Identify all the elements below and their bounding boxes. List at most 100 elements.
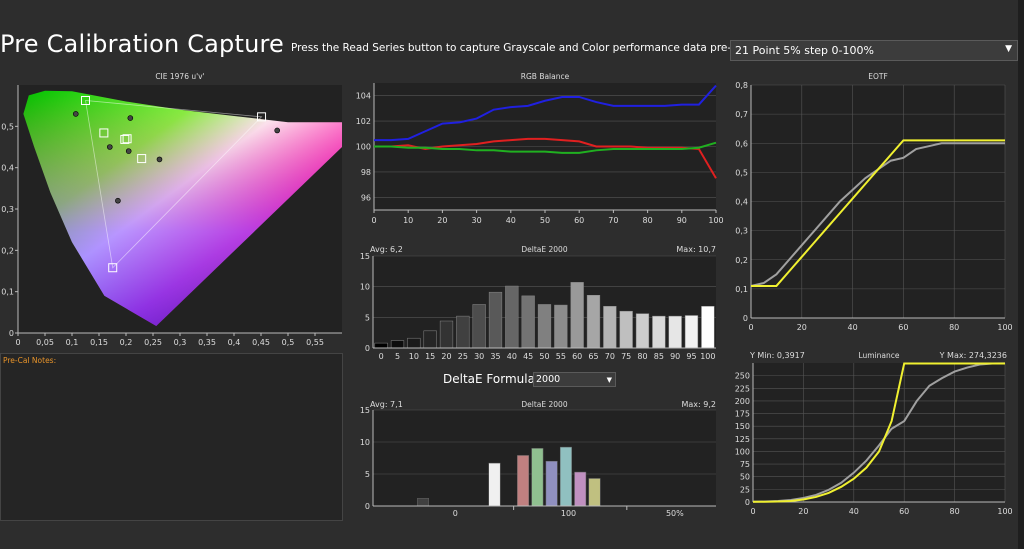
cie-x-tick-label: 0,45 <box>252 338 270 347</box>
cie-gamut-triangle <box>85 100 263 269</box>
rgb-series-line <box>374 84 717 142</box>
de1-bar <box>456 315 470 349</box>
lum-y-tick-label: 100 <box>735 447 750 456</box>
rgb-y-tick-label: 100 <box>356 143 371 152</box>
cie-y-tick-label: 0,3 <box>1 205 14 214</box>
cie-target-point <box>257 112 267 122</box>
eotf-x-tick-label: 100 <box>997 323 1012 332</box>
de1-bar <box>619 310 633 349</box>
cie-target-point <box>122 134 132 144</box>
cie-y-tick-label: 0,5 <box>1 122 14 131</box>
series-select[interactable]: 21 Point 5% step 0-100% ▼ <box>730 40 1018 61</box>
eotf-y-tick-label: 0 <box>743 314 748 323</box>
chevron-down-icon: ▼ <box>606 376 612 384</box>
de1-x-tick-label: 60 <box>572 352 582 361</box>
de1-bar <box>472 304 486 349</box>
de1-bar <box>603 306 617 349</box>
cie-x-tick-label: 0,35 <box>198 338 216 347</box>
cie-x-tick-label: 0,2 <box>120 338 133 347</box>
cie-chart-title: CIE 1976 u'v' <box>155 72 204 81</box>
de1-x-tick-label: 55 <box>556 352 566 361</box>
de1-bar <box>505 285 519 349</box>
de1-x-tick-label: 90 <box>670 352 680 361</box>
de2-plot-area <box>373 410 716 506</box>
cie-target-point <box>81 96 90 105</box>
luminance-chart: Luminance 0 25 50 75 100 125 150 175 200 225 250 0 20… <box>735 351 1013 516</box>
rgb-balance-chart: RGB Balance 96 98 100 102 104 0 10 20 30 40 50 60 70 8… <box>356 72 723 225</box>
de2-x-tick-label: 0 <box>453 509 458 518</box>
eotf-y-tick-label: 0,4 <box>735 198 748 207</box>
rgb-y-tick-label: 104 <box>356 92 371 101</box>
lum-y-tick-label: 175 <box>735 410 750 419</box>
pre-cal-notes[interactable]: Pre-Cal Notes: <box>0 353 343 521</box>
lum-series-line <box>752 362 1005 503</box>
eotf-y-tick-label: 0,5 <box>735 168 748 177</box>
cie-measured-point <box>156 156 163 163</box>
de1-max-label: Max: 10,7 <box>676 245 716 254</box>
de1-y-tick-label: 10 <box>360 283 370 292</box>
cie-y-tick-label: 0,4 <box>1 164 14 173</box>
de2-bar <box>488 462 501 507</box>
deltae-formula-select[interactable]: 2000 ▼ <box>533 372 616 387</box>
lum-ymin-label: Y Min: 0,3917 <box>749 351 805 360</box>
instruction-text: Press the Read Series button to capture … <box>291 42 791 54</box>
de2-max-label: Max: 9,2 <box>682 400 717 409</box>
de1-bar <box>701 306 715 349</box>
lum-x-tick-label: 40 <box>849 507 859 516</box>
eotf-chart-title: EOTF <box>868 72 888 81</box>
de2-bar <box>588 478 601 507</box>
rgb-y-tick-label: 98 <box>361 168 371 177</box>
cie-measured-point <box>115 197 121 204</box>
rgb-x-tick-label: 80 <box>643 216 653 225</box>
pre-cal-notes-label: Pre-Cal Notes: <box>3 356 57 365</box>
lum-x-tick-label: 0 <box>750 507 755 516</box>
cie-target-point <box>120 134 130 144</box>
rgb-x-tick-label: 70 <box>608 216 618 225</box>
de2-x-tick-label: 50% <box>666 509 684 518</box>
de1-x-tick-label: 40 <box>507 352 517 361</box>
cie-measured-point <box>274 127 281 134</box>
de1-x-tick-label: 35 <box>490 352 500 361</box>
eotf-series-line <box>751 139 1005 287</box>
de1-bar <box>586 295 601 349</box>
lum-y-tick-label: 200 <box>735 397 750 406</box>
lum-series-line <box>752 362 1006 503</box>
de1-y-tick-label: 5 <box>365 313 370 322</box>
lum-y-tick-label: 50 <box>740 473 750 482</box>
lum-y-tick-label: 150 <box>735 422 750 431</box>
cie-target-point <box>137 154 147 164</box>
de1-x-tick-label: 5 <box>395 352 400 361</box>
lum-y-tick-label: 125 <box>735 435 750 444</box>
de1-x-tick-label: 80 <box>637 352 647 361</box>
cie-target-point <box>108 263 118 273</box>
de2-y-tick-label: 15 <box>360 406 370 415</box>
de1-x-tick-label: 10 <box>409 352 419 361</box>
de1-bar <box>684 315 699 349</box>
de1-x-tick-label: 30 <box>474 352 484 361</box>
de1-bar <box>439 320 454 349</box>
lum-y-tick-label: 25 <box>740 485 750 494</box>
de1-x-tick-label: 15 <box>425 352 435 361</box>
cie-y-tick-label: 0,2 <box>1 246 14 255</box>
window-edge <box>1018 0 1024 549</box>
rgb-y-tick-label: 96 <box>361 193 371 202</box>
de2-x-tick-label: 100 <box>561 509 576 518</box>
eotf-x-tick-label: 20 <box>797 323 807 332</box>
eotf-x-tick-label: 40 <box>848 323 858 332</box>
de1-bar <box>554 304 568 349</box>
de1-y-tick-label: 15 <box>360 252 370 261</box>
de1-bar <box>374 342 388 349</box>
rgb-series-line <box>374 141 717 154</box>
lum-x-tick-label: 20 <box>798 507 808 516</box>
de2-bar <box>545 460 558 507</box>
cie-x-tick-label: 0,1 <box>66 338 79 347</box>
eotf-y-tick-label: 0,8 <box>735 81 748 90</box>
rgb-y-tick-label: 102 <box>356 117 371 126</box>
cie-measured-point <box>107 144 113 150</box>
cie-y-tick-label: 0,1 <box>1 288 14 297</box>
de2-y-tick-label: 10 <box>360 438 370 447</box>
de2-y-tick-label: 0 <box>365 502 370 511</box>
lum-y-tick-label: 225 <box>735 384 750 393</box>
deltae-formula-value: 2000 <box>536 374 561 385</box>
cie-x-tick-label: 0,3 <box>174 338 187 347</box>
